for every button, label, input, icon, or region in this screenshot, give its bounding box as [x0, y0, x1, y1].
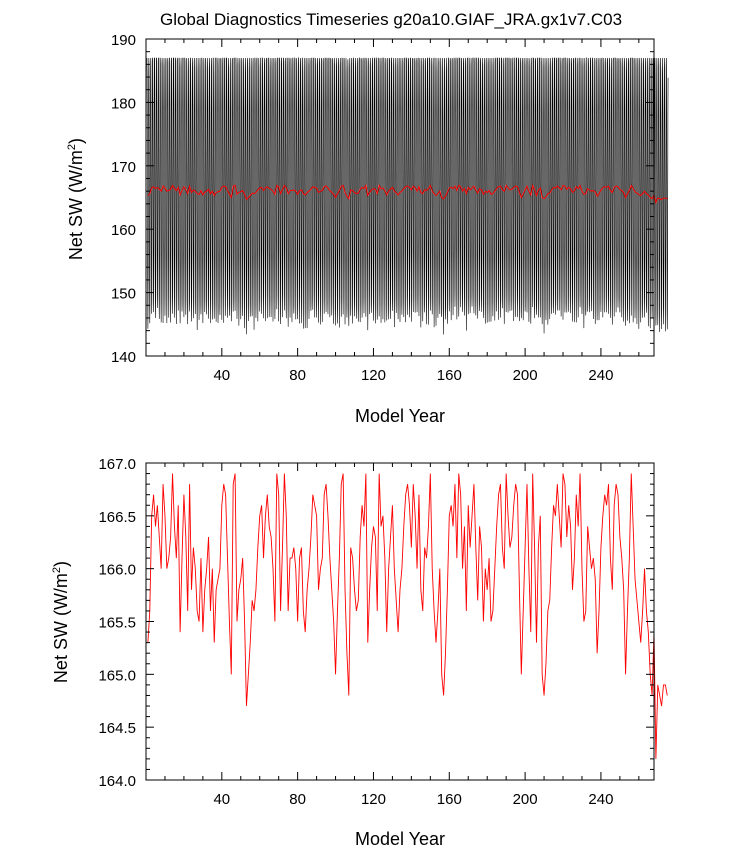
- y-tick-label: 166.0: [98, 562, 136, 579]
- y-tick-label: 166.5: [98, 509, 136, 526]
- bottom-plot-frame: [145, 462, 655, 781]
- y-tick-label: 180: [111, 95, 136, 112]
- bottom-panel: 164.0 164.5 165.0 165.5 166.0 166.5 167.0 40 80 1…: [51, 456, 668, 849]
- x-tick-label: 200: [513, 367, 538, 384]
- y-tick-label: 190: [111, 32, 136, 49]
- annual-mean-line: [147, 183, 668, 205]
- y-tick-label: 160: [111, 222, 136, 239]
- x-tick-label: 120: [361, 367, 386, 384]
- y-tick-label: 164.0: [98, 773, 136, 790]
- x-tick-label: 80: [289, 791, 306, 808]
- bottom-y-axis-label: Net SW (W/m2): [51, 561, 71, 683]
- y-tick-label: 167.0: [98, 456, 136, 473]
- x-tick-label: 80: [289, 367, 306, 384]
- x-tick-label: 200: [513, 791, 538, 808]
- bottom-axis-ticks: 164.0 164.5 165.0 165.5 166.0 166.5 167.0 40 80 1…: [98, 456, 654, 808]
- top-panel: 140 150 160 170 180 190 40 80 120 160 200 240 Model…: [66, 32, 669, 426]
- y-tick-label: 164.5: [98, 720, 136, 737]
- x-tick-label: 240: [588, 367, 613, 384]
- monthly-line: [146, 56, 669, 335]
- annual-mean-series-line: [147, 183, 668, 205]
- y-tick-label: 170: [111, 159, 136, 176]
- y-tick-label: 140: [111, 349, 136, 366]
- x-tick-label: 240: [588, 791, 613, 808]
- top-axis-ticks: 140 150 160 170 180 190 40 80 120 160 200 240: [111, 32, 654, 384]
- top-y-axis-label: Net SW (W/m2): [66, 138, 86, 260]
- x-tick-label: 160: [437, 367, 462, 384]
- x-tick-label: 40: [213, 791, 230, 808]
- bottom-x-axis-label: Model Year: [355, 829, 445, 849]
- y-tick-label: 165.5: [98, 615, 136, 632]
- y-tick-label: 150: [111, 286, 136, 303]
- annual-mean-series-line: [147, 473, 668, 759]
- top-plot-frame: [145, 38, 655, 357]
- x-tick-label: 40: [213, 367, 230, 384]
- x-tick-label: 160: [437, 791, 462, 808]
- top-x-axis-label: Model Year: [355, 406, 445, 426]
- x-tick-label: 120: [361, 791, 386, 808]
- y-tick-label: 165.0: [98, 667, 136, 684]
- annual-mean-line: [147, 473, 668, 759]
- monthly-series-line: [146, 56, 669, 335]
- figure-title: Global Diagnostics Timeseries g20a10.GIA…: [160, 10, 622, 29]
